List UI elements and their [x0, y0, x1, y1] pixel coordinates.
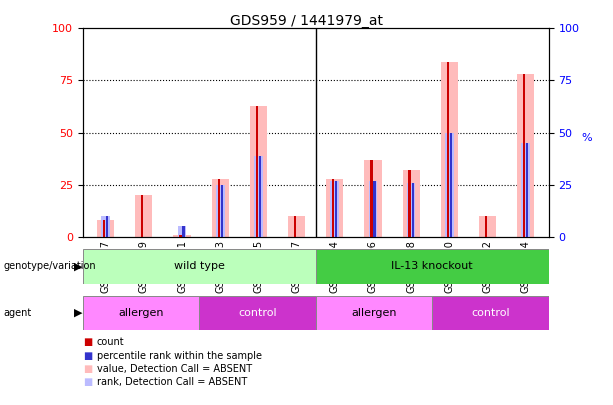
Bar: [254, 156, 263, 237]
Text: ■: ■: [83, 337, 92, 347]
Text: allergen: allergen: [118, 308, 164, 318]
Bar: [294, 216, 296, 237]
Text: GDS959 / 1441979_at: GDS959 / 1441979_at: [230, 14, 383, 28]
Bar: [316, 296, 432, 330]
Bar: [373, 181, 376, 237]
Text: wild type: wild type: [174, 261, 224, 271]
Bar: [368, 181, 377, 237]
Text: control: control: [471, 308, 510, 318]
Text: agent: agent: [3, 308, 31, 318]
Bar: [178, 226, 186, 237]
Text: value, Detection Call = ABSENT: value, Detection Call = ABSENT: [97, 364, 252, 374]
Bar: [479, 216, 496, 237]
Text: ■: ■: [83, 351, 92, 360]
Bar: [83, 296, 199, 330]
Bar: [316, 249, 549, 284]
Text: ▶: ▶: [74, 261, 82, 271]
Bar: [441, 62, 458, 237]
Bar: [173, 235, 191, 237]
Bar: [199, 296, 316, 330]
Bar: [211, 179, 229, 237]
Bar: [183, 226, 185, 237]
Bar: [364, 160, 381, 237]
Bar: [221, 185, 223, 237]
Text: count: count: [97, 337, 124, 347]
Bar: [432, 296, 549, 330]
Bar: [370, 160, 373, 237]
Bar: [450, 133, 452, 237]
Bar: [403, 170, 420, 237]
Text: control: control: [238, 308, 277, 318]
Bar: [485, 216, 487, 237]
Text: ■: ■: [83, 364, 92, 374]
Text: ▶: ▶: [74, 308, 82, 318]
Text: genotype/variation: genotype/variation: [3, 261, 96, 271]
Bar: [288, 216, 305, 237]
Bar: [447, 62, 449, 237]
Bar: [407, 183, 416, 237]
Text: rank, Detection Call = ABSENT: rank, Detection Call = ABSENT: [97, 377, 247, 387]
Bar: [250, 106, 267, 237]
Bar: [326, 179, 343, 237]
Bar: [526, 143, 528, 237]
Bar: [97, 220, 114, 237]
Bar: [408, 170, 411, 237]
Text: ■: ■: [83, 377, 92, 387]
Bar: [135, 195, 153, 237]
Bar: [445, 133, 454, 237]
Bar: [259, 156, 261, 237]
Bar: [256, 106, 258, 237]
Bar: [522, 143, 530, 237]
Bar: [83, 249, 316, 284]
Bar: [103, 220, 105, 237]
Y-axis label: %: %: [581, 133, 592, 143]
Bar: [330, 181, 339, 237]
Bar: [411, 183, 414, 237]
Bar: [335, 181, 338, 237]
Bar: [106, 216, 109, 237]
Text: allergen: allergen: [351, 308, 397, 318]
Bar: [332, 179, 335, 237]
Bar: [218, 179, 220, 237]
Bar: [517, 74, 535, 237]
Bar: [523, 74, 525, 237]
Bar: [216, 185, 224, 237]
Text: percentile rank within the sample: percentile rank within the sample: [97, 351, 262, 360]
Bar: [141, 195, 143, 237]
Bar: [101, 216, 110, 237]
Text: IL-13 knockout: IL-13 knockout: [391, 261, 473, 271]
Bar: [180, 235, 181, 237]
